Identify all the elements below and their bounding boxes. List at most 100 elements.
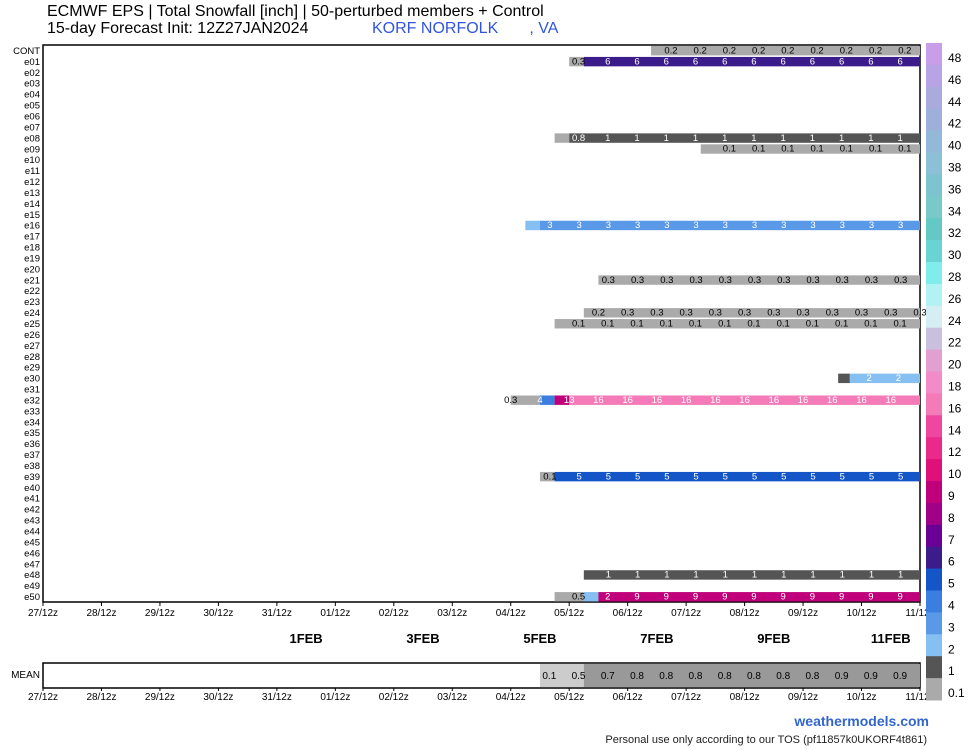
bar-value-label: 0.3 [836, 275, 849, 286]
colorbar-swatch [926, 524, 942, 548]
colorbar-swatch [926, 568, 942, 591]
bar-value-label: 16 [622, 395, 633, 406]
bar-value-label: 16 [681, 395, 692, 406]
member-bar [539, 395, 555, 405]
bar-value-label: 16 [827, 395, 838, 406]
bar-value-label: 1 [605, 133, 610, 144]
bar-value-label: 0.1 [898, 144, 911, 155]
member-label: e07 [24, 122, 40, 133]
member-bar [838, 373, 850, 384]
bar-value-label: 9 [634, 592, 639, 603]
bar-value-label: 0.1 [894, 318, 907, 329]
date-label: 7FEB [640, 631, 673, 646]
colorbar-label: 26 [948, 292, 962, 306]
bar-value-label: 0.1 [806, 318, 819, 329]
bar-value-label: 1 [752, 570, 757, 581]
colorbar-label: 6 [948, 555, 955, 569]
member-label: e33 [24, 406, 40, 417]
bar-value-label: 1 [723, 570, 728, 581]
colorbar-swatch [926, 43, 942, 66]
bar-value-label: 1 [722, 133, 727, 144]
member-label: e27 [24, 341, 40, 352]
member-label: e47 [24, 559, 40, 570]
bar-value-label: 9 [781, 592, 786, 603]
member-bar [510, 395, 540, 405]
member-label: e08 [24, 133, 40, 144]
colorbar-label: 16 [948, 401, 962, 415]
colorbar-label: 9 [948, 489, 955, 503]
bar-value-label: 0.1 [777, 318, 790, 329]
bar-value-label: 0.3 [680, 308, 693, 319]
colorbar-label: 2 [948, 642, 955, 656]
bar-value-label: 6 [664, 56, 669, 67]
bar-value-label: 16 [739, 395, 750, 406]
member-label: e32 [24, 395, 40, 406]
bar-value-label: 0.3 [855, 308, 868, 319]
bar-value-label: 3 [547, 220, 552, 231]
colorbar-label: 48 [948, 51, 962, 65]
bar-value-label: 0.3 [894, 275, 907, 286]
colorbar-label: 42 [948, 117, 962, 131]
member-label: e28 [24, 352, 40, 363]
colorbar-swatch [926, 437, 942, 460]
member-label: e40 [24, 483, 40, 494]
bar-value-label: 0.3 [719, 275, 732, 286]
x-tick-label: 29/12z [145, 692, 175, 703]
bar-value-label: 2 [605, 592, 610, 603]
colorbar-label: 40 [948, 139, 962, 153]
x-tick-label: 06/12z [613, 608, 643, 619]
bar-value-label: 16 [593, 395, 604, 406]
bar-value-label: 1 [810, 570, 815, 581]
member-label: e22 [24, 286, 40, 297]
bar-value-label: 5 [869, 471, 874, 482]
member-bar [849, 373, 920, 384]
bar-value-label: 16 [652, 395, 663, 406]
colorbar-swatch [926, 152, 942, 175]
member-bar [598, 275, 920, 285]
bar-value-label: 5 [576, 471, 581, 482]
bar-value-label: 1 [664, 133, 669, 144]
bar-value-label: 0.3 [504, 395, 517, 406]
member-bar [554, 319, 920, 329]
bar-value-label: 0.3 [650, 308, 663, 319]
colorbar-label: 34 [948, 204, 962, 218]
member-label: e24 [24, 308, 40, 319]
member-label: e10 [24, 155, 40, 166]
brand-link[interactable]: weathermodels.com [794, 713, 929, 729]
mean-value-label: 0.8 [630, 671, 644, 682]
member-label: e46 [24, 548, 40, 559]
bar-value-label: 1 [664, 570, 669, 581]
bar-value-label: 0.2 [694, 45, 707, 56]
bar-value-label: 6 [897, 56, 902, 67]
member-label: e13 [24, 188, 40, 199]
member-label: e30 [24, 374, 40, 385]
member-label: e48 [24, 570, 40, 581]
bar-value-label: 0.1 [810, 144, 823, 155]
bar-value-label: 6 [868, 56, 873, 67]
member-label: e15 [24, 210, 40, 221]
member-label: e42 [24, 505, 40, 516]
bar-value-label: 9 [868, 592, 873, 603]
bar-value-label: 3 [840, 220, 845, 231]
bar-value-label: 0.2 [752, 45, 765, 56]
colorbar-label: 46 [948, 73, 962, 87]
bar-value-label: 0.2 [869, 45, 882, 56]
bar-value-label: 5 [781, 471, 786, 482]
colorbar-label: 14 [948, 423, 962, 437]
bar-value-label: 3 [752, 220, 757, 231]
bar-value-label: 6 [781, 56, 786, 67]
colorbar-swatch [926, 590, 942, 613]
bar-value-label: 0.1 [601, 318, 614, 329]
bar-value-label: 0.1 [747, 318, 760, 329]
member-label: e03 [24, 79, 40, 90]
x-tick-label: 08/12z [730, 692, 760, 703]
bar-value-label: 4 [537, 395, 542, 406]
x-tick-label: 05/12z [554, 608, 584, 619]
bar-value-label: 1 [897, 133, 902, 144]
colorbar-swatch [926, 218, 942, 241]
member-bar [525, 220, 540, 231]
bar-value-label: 0.3 [865, 275, 878, 286]
member-label: e16 [24, 221, 40, 232]
bar-value-label: 6 [810, 56, 815, 67]
bar-value-label: 0.1 [572, 318, 585, 329]
